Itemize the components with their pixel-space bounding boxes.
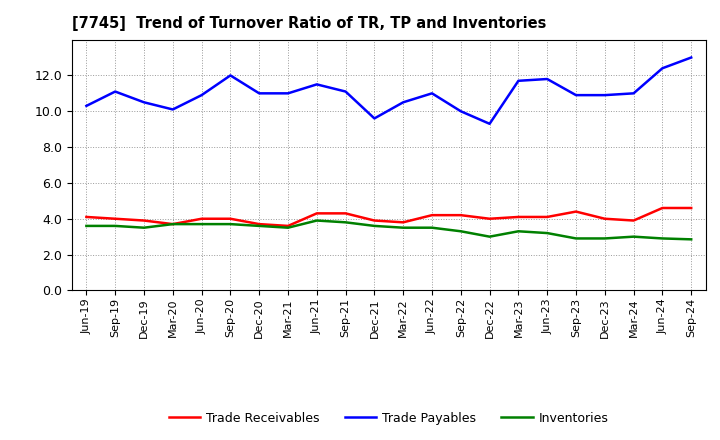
Inventories xyxy=(197,221,206,227)
Line: Trade Payables: Trade Payables xyxy=(86,58,691,124)
Trade Receivables xyxy=(140,218,148,223)
Trade Receivables xyxy=(629,218,638,223)
Inventories xyxy=(255,223,264,228)
Text: [7745]  Trend of Turnover Ratio of TR, TP and Inventories: [7745] Trend of Turnover Ratio of TR, TP… xyxy=(72,16,546,32)
Trade Payables xyxy=(572,92,580,98)
Trade Payables xyxy=(428,91,436,96)
Trade Payables xyxy=(312,82,321,87)
Trade Payables xyxy=(687,55,696,60)
Trade Payables xyxy=(284,91,292,96)
Trade Receivables xyxy=(485,216,494,221)
Trade Payables xyxy=(370,116,379,121)
Trade Receivables xyxy=(168,221,177,227)
Inventories xyxy=(629,234,638,239)
Trade Receivables xyxy=(572,209,580,214)
Trade Receivables xyxy=(658,205,667,211)
Inventories xyxy=(82,223,91,228)
Inventories xyxy=(485,234,494,239)
Trade Payables xyxy=(399,99,408,105)
Trade Payables xyxy=(111,89,120,94)
Trade Receivables xyxy=(226,216,235,221)
Inventories xyxy=(341,220,350,225)
Trade Receivables xyxy=(456,213,465,218)
Line: Trade Receivables: Trade Receivables xyxy=(86,208,691,226)
Legend: Trade Receivables, Trade Payables, Inventories: Trade Receivables, Trade Payables, Inven… xyxy=(164,407,613,429)
Inventories xyxy=(572,236,580,241)
Inventories xyxy=(514,229,523,234)
Trade Payables xyxy=(658,66,667,71)
Trade Receivables xyxy=(82,214,91,220)
Inventories xyxy=(226,221,235,227)
Trade Payables xyxy=(82,103,91,109)
Inventories xyxy=(399,225,408,231)
Trade Payables xyxy=(485,121,494,126)
Inventories xyxy=(658,236,667,241)
Trade Receivables xyxy=(514,214,523,220)
Inventories xyxy=(543,231,552,236)
Trade Payables xyxy=(514,78,523,84)
Trade Payables xyxy=(600,92,609,98)
Trade Payables xyxy=(629,91,638,96)
Trade Receivables xyxy=(341,211,350,216)
Trade Receivables xyxy=(428,213,436,218)
Inventories xyxy=(428,225,436,231)
Trade Payables xyxy=(197,92,206,98)
Trade Payables xyxy=(543,77,552,82)
Trade Payables xyxy=(226,73,235,78)
Trade Receivables xyxy=(111,216,120,221)
Trade Receivables xyxy=(284,223,292,228)
Trade Receivables xyxy=(312,211,321,216)
Trade Receivables xyxy=(255,221,264,227)
Inventories xyxy=(687,237,696,242)
Trade Receivables xyxy=(197,216,206,221)
Trade Payables xyxy=(456,109,465,114)
Trade Payables xyxy=(140,99,148,105)
Inventories xyxy=(284,225,292,231)
Inventories xyxy=(456,229,465,234)
Inventories xyxy=(600,236,609,241)
Line: Inventories: Inventories xyxy=(86,220,691,239)
Inventories xyxy=(111,223,120,228)
Inventories xyxy=(370,223,379,228)
Trade Receivables xyxy=(370,218,379,223)
Trade Receivables xyxy=(687,205,696,211)
Inventories xyxy=(140,225,148,231)
Inventories xyxy=(312,218,321,223)
Trade Payables xyxy=(168,107,177,112)
Trade Payables xyxy=(255,91,264,96)
Trade Receivables xyxy=(399,220,408,225)
Trade Payables xyxy=(341,89,350,94)
Trade Receivables xyxy=(543,214,552,220)
Trade Receivables xyxy=(600,216,609,221)
Inventories xyxy=(168,221,177,227)
